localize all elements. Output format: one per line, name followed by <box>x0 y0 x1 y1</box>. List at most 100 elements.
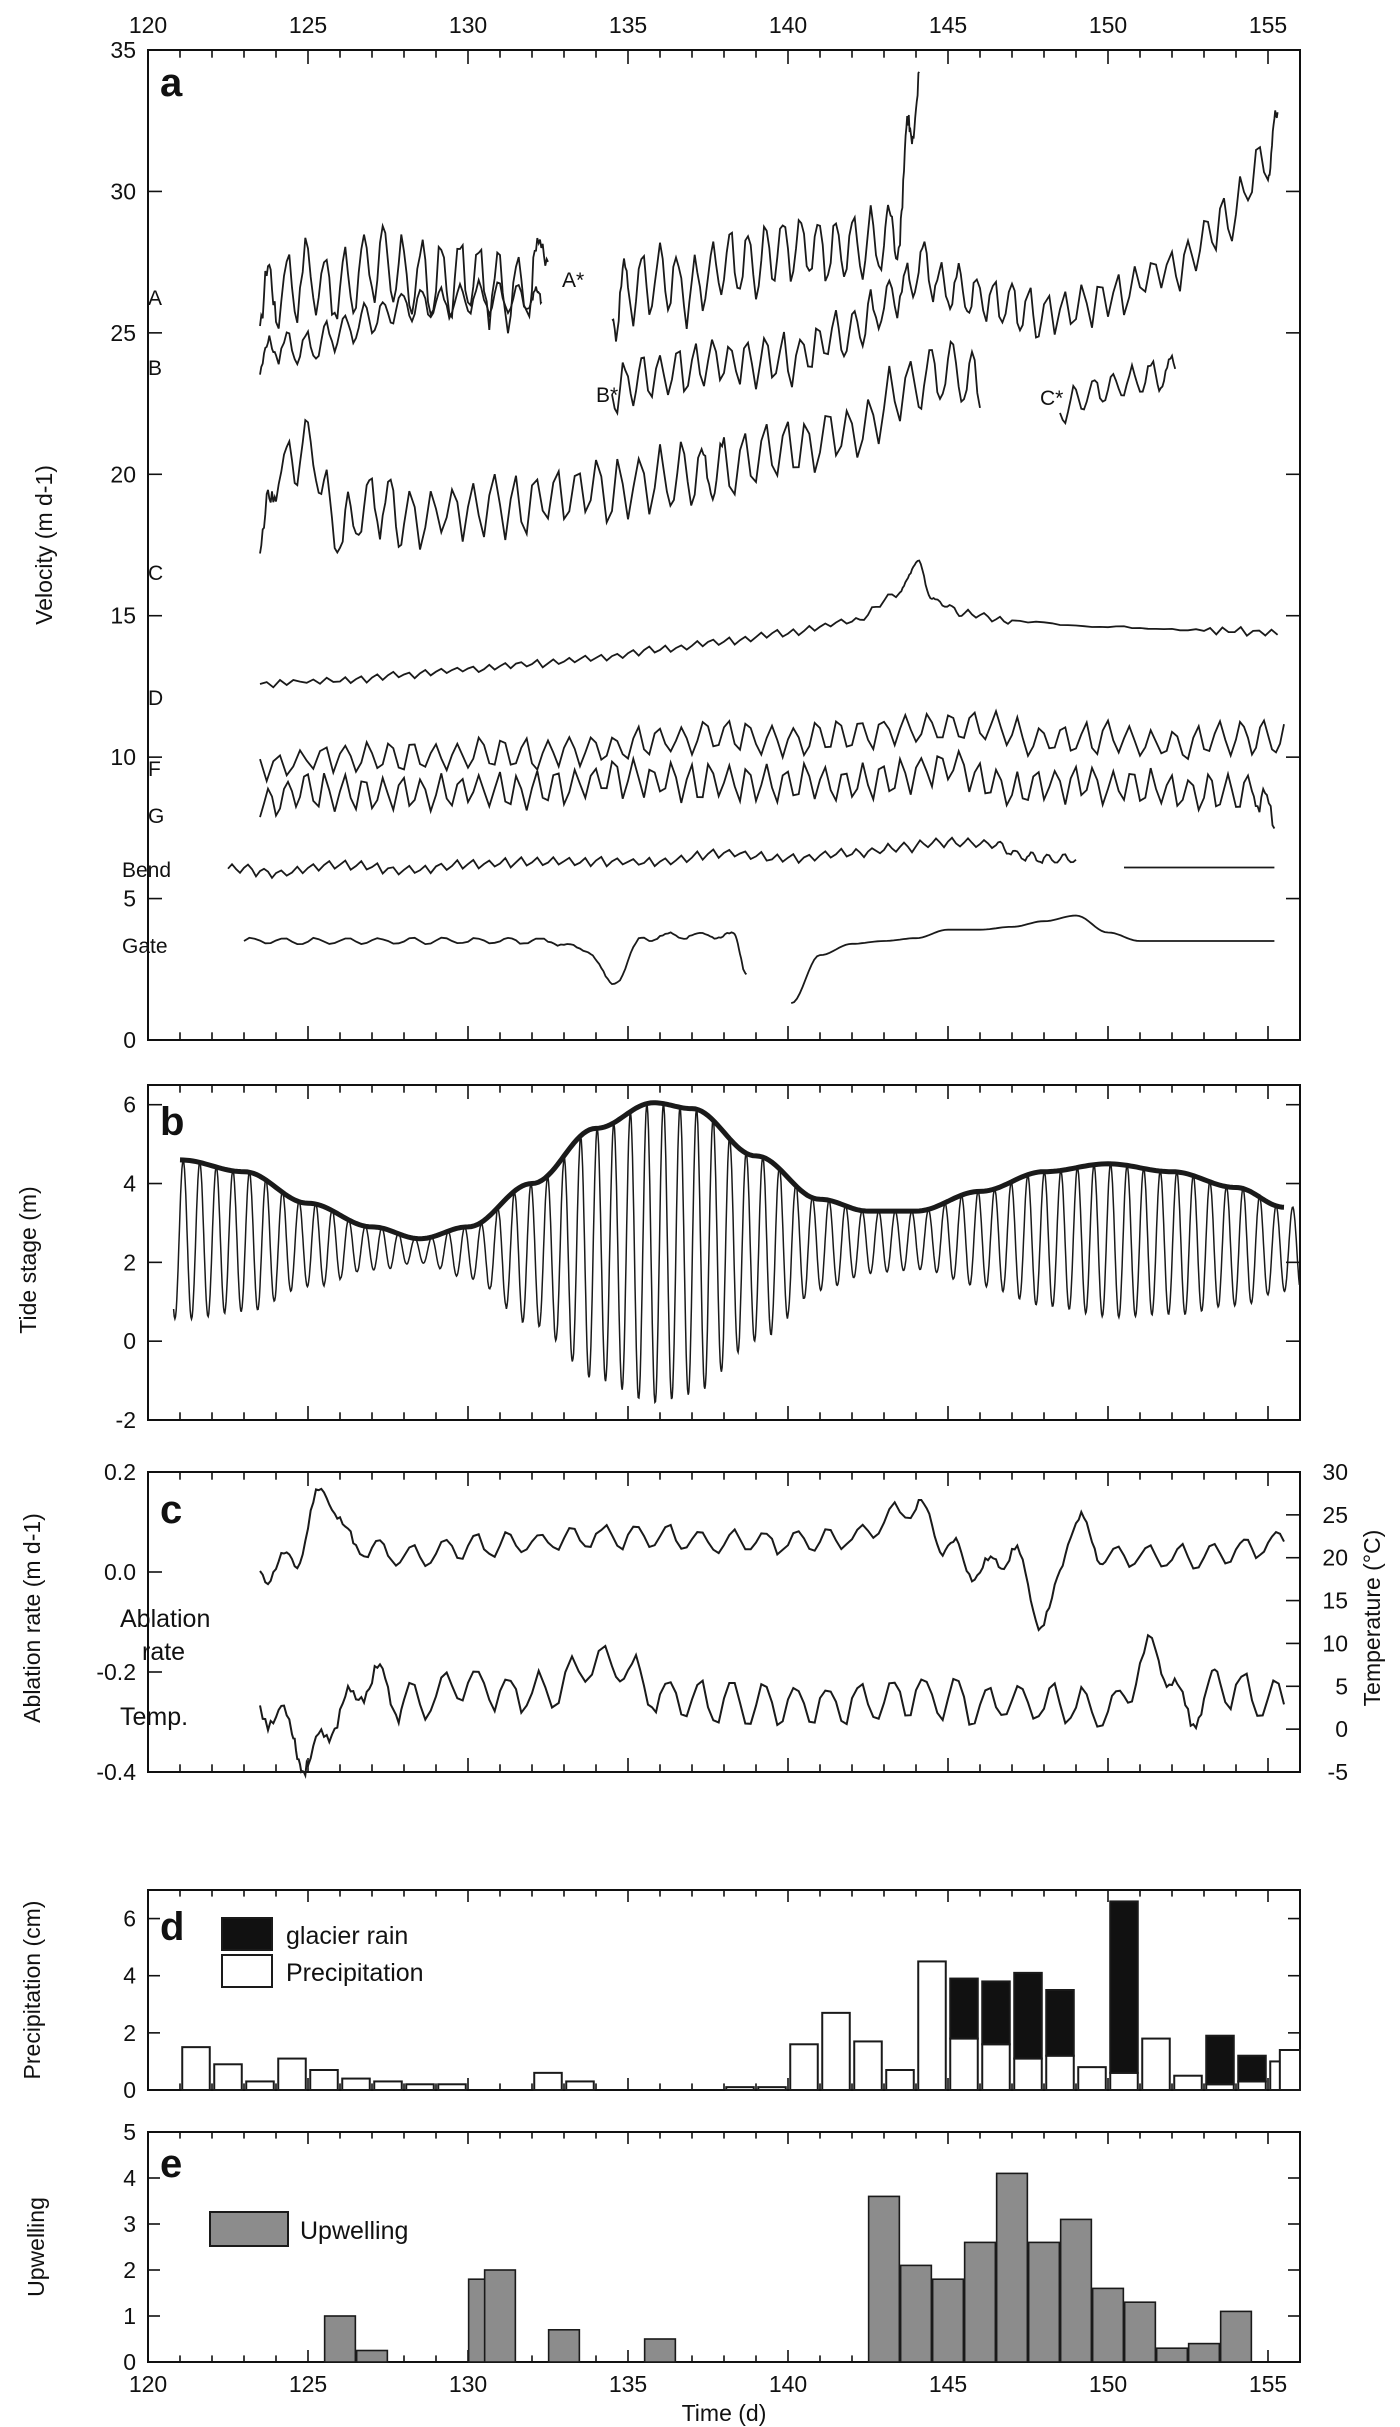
upwelling-bar <box>547 2329 581 2363</box>
glacier-rain-bar <box>981 1980 1011 2046</box>
y-tick-label: 10 <box>110 744 136 770</box>
y-tick-label: -0.2 <box>96 1659 136 1685</box>
y-axis-label: Upwelling <box>23 2197 49 2297</box>
y-tick-label: 2 <box>123 1249 136 1275</box>
glacier-rain-bar <box>1013 1971 1043 2060</box>
y-tick-label: 0 <box>123 1027 136 1053</box>
precipitation-bar <box>981 2043 1011 2092</box>
y-tick-label: 4 <box>123 1171 136 1197</box>
panel-e-upwelling: 0 1 2 3 4 5 120 125 130 135 140 145 150 155 Time (d) e U… <box>23 2119 1301 2426</box>
y-tick-label-right: 10 <box>1322 1630 1348 1656</box>
y-tick-label: 0 <box>123 2077 136 2103</box>
panel-letter: a <box>160 61 183 105</box>
precipitation-bar <box>1141 2037 1171 2091</box>
x-tick-label: 155 <box>1249 2371 1287 2397</box>
series-line-a <box>259 222 549 334</box>
precipitation-bar <box>885 2069 915 2091</box>
y-tick-label: 2 <box>123 2257 136 2283</box>
legend-swatch-precipitation <box>221 1954 273 1988</box>
y-tick-label-right: 5 <box>1335 1673 1348 1699</box>
precipitation-bar <box>1237 2080 1267 2091</box>
glacier-rain-bar <box>1205 2034 1235 2086</box>
tide-envelope-line <box>179 1100 1285 1242</box>
panel-c-frame <box>147 1471 1301 1773</box>
precipitation-bar <box>821 2011 851 2092</box>
x-tick-label-top: 150 <box>1089 12 1127 38</box>
upwelling-bar <box>931 2278 965 2363</box>
y-axis-label: Precipitation (cm) <box>19 1901 45 2080</box>
upwelling-bar <box>963 2241 997 2363</box>
precipitation-bar <box>181 2046 211 2091</box>
y-tick-label: 5 <box>123 2119 136 2145</box>
y-axis-label: Tide stage (m) <box>15 1186 41 1333</box>
precipitation-bar <box>373 2080 403 2091</box>
panel-letter: c <box>160 1488 182 1532</box>
y-axis-label: Ablation rate (m d-1) <box>19 1513 45 1723</box>
series-annotation: rate <box>142 1638 185 1666</box>
x-tick-label: 150 <box>1089 2371 1127 2397</box>
x-tick-label-top: 130 <box>449 12 487 38</box>
x-tick-label: 145 <box>929 2371 967 2397</box>
y-tick-label: 2 <box>123 2020 136 2046</box>
upwelling-bar <box>1059 2218 1093 2363</box>
precipitation-bar <box>1173 2074 1203 2092</box>
x-tick-label-top: 135 <box>609 12 647 38</box>
upwelling-bar <box>1187 2342 1221 2363</box>
y-tick-label: -0.4 <box>96 1759 136 1785</box>
precipitation-bar <box>853 2040 883 2092</box>
precipitation-bar <box>757 2086 787 2091</box>
y-tick-label: 0 <box>123 2349 136 2375</box>
upwelling-bar <box>323 2315 357 2363</box>
series-label: A* <box>562 269 584 292</box>
series-label: Bend <box>122 859 171 882</box>
series-label: C* <box>1040 387 1063 410</box>
series-line-c- <box>1059 353 1177 426</box>
glacier-rain-bar <box>949 1977 979 2040</box>
precipitation-bar <box>405 2083 435 2091</box>
precipitation-bar <box>1045 2054 1075 2092</box>
panel-c-ablation: -0.4 -0.2 0.0 0.2 -5 0 5 10 15 20 25 30 c Ablation ra… <box>19 1459 1385 1785</box>
y-tick-label: 20 <box>110 461 136 487</box>
series-label: B* <box>596 384 618 407</box>
precipitation-bar <box>277 2057 307 2092</box>
y-axis-label-right: Temperature (°C) <box>1359 1530 1385 1707</box>
x-tick-label: 125 <box>289 2371 327 2397</box>
precipitation-bar <box>949 2037 979 2091</box>
series-label: G <box>148 805 164 828</box>
series-line-d <box>259 559 1279 689</box>
panel-letter: b <box>160 1100 184 1144</box>
precipitation-bar <box>437 2083 467 2091</box>
y-tick-label: 6 <box>123 1092 136 1118</box>
y-axis-label: Velocity (m d-1) <box>31 465 57 625</box>
x-tick-label: 135 <box>609 2371 647 2397</box>
y-tick-label: 5 <box>123 886 136 912</box>
x-tick-label: 140 <box>769 2371 807 2397</box>
panel-a-frame <box>147 49 1301 1041</box>
series-line-gate <box>243 931 748 986</box>
temperature-line <box>259 1633 1285 1779</box>
precipitation-bar <box>1109 2071 1139 2092</box>
series-line-bend <box>227 836 1077 880</box>
precipitation-bar <box>341 2077 371 2092</box>
precipitation-bar <box>1077 2066 1107 2091</box>
panel-b-tide: -2 0 2 4 6 b Tide stage (m) <box>15 1084 1301 1433</box>
y-tick-label: 30 <box>110 178 136 204</box>
y-tick-label: 35 <box>110 37 136 63</box>
precipitation-bar <box>789 2043 819 2092</box>
ablation-rate-line <box>259 1487 1285 1632</box>
series-line-g <box>259 748 1276 829</box>
panel-d-precipitation: 0 2 4 6 d Precipitation (cm) glacier rain Preci… <box>19 1889 1301 2103</box>
precipitation-bar <box>565 2080 595 2091</box>
upwelling-bar <box>643 2338 677 2363</box>
upwelling-bar <box>1155 2347 1189 2363</box>
series-line-b- <box>611 110 1279 416</box>
legend-label-precipitation: Precipitation <box>286 1959 424 1987</box>
upwelling-bar <box>1219 2310 1253 2363</box>
x-tick-label-top: 155 <box>1249 12 1287 38</box>
upwelling-bar <box>1027 2241 1061 2363</box>
series-annotation: Temp. <box>120 1703 188 1731</box>
y-tick-label: 0.2 <box>104 1459 136 1485</box>
y-tick-label: 25 <box>110 320 136 346</box>
upwelling-bar <box>1123 2301 1157 2363</box>
